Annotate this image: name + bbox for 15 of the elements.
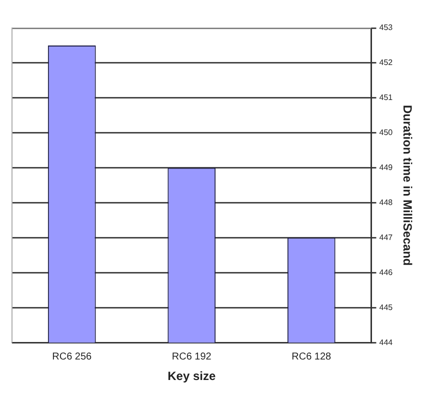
y-tick-label: 448 xyxy=(379,198,394,207)
x-tick-label: RC6 128 xyxy=(292,351,332,362)
y-tick-label: 450 xyxy=(379,128,394,138)
y-tick-label: 445 xyxy=(379,302,394,312)
y-tick-label: 444 xyxy=(379,338,394,347)
x-tick-label: RC6 192 xyxy=(172,351,212,362)
y-tick-label: 452 xyxy=(379,58,394,68)
y-tick-label: 446 xyxy=(379,268,394,277)
y-tick-label: 447 xyxy=(379,232,394,242)
y-tick-label: 451 xyxy=(379,93,394,102)
y-tick-label: 453 xyxy=(379,23,394,32)
y-axis-title: Duration time in MilliSecand xyxy=(400,104,414,266)
x-axis-title: Key size xyxy=(168,369,216,384)
x-tick-label: RC6 256 xyxy=(52,351,92,362)
y-tick-label: 449 xyxy=(379,163,394,172)
